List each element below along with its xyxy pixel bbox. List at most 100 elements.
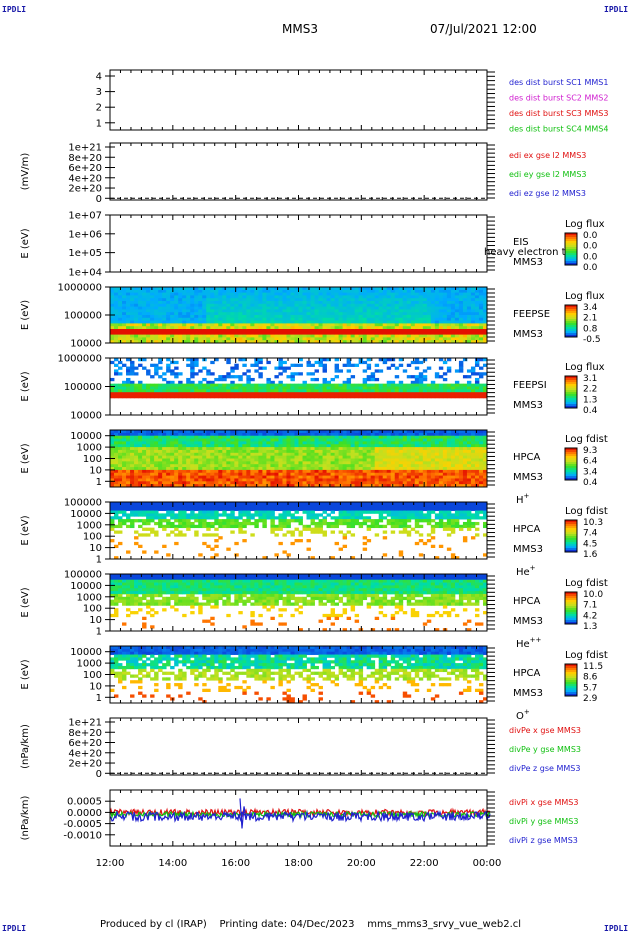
- spectrogram-cell: [226, 340, 231, 344]
- spectrogram-cell: [450, 478, 456, 482]
- spectrogram-cell: [110, 444, 115, 448]
- spectrogram-cell: [294, 455, 299, 459]
- spectrogram-cell: [122, 484, 127, 488]
- spectrogram-cell: [366, 461, 372, 465]
- spectrogram-cell: [274, 298, 279, 302]
- spectrogram-cell: [142, 469, 147, 474]
- spectrogram-cell: [434, 298, 440, 302]
- spectrogram-cell: [154, 312, 159, 316]
- spectrogram-cell: [446, 298, 452, 302]
- spectrogram-cell: [166, 312, 171, 316]
- spectrogram-cell: [414, 458, 420, 462]
- spectrogram-cell: [294, 287, 299, 291]
- spectrogram-cell: [322, 458, 327, 462]
- spectrogram-cell: [162, 292, 167, 296]
- spectrogram-cell: [178, 334, 183, 338]
- spectrogram-cell: [262, 295, 267, 299]
- spectrogram-cell: [362, 360, 368, 365]
- spectrogram-cell: [358, 326, 364, 330]
- spectrogram-cell: [402, 331, 408, 335]
- spectrogram-cell: [270, 447, 275, 451]
- spectrogram-cell: [450, 458, 456, 462]
- spectrogram-cell: [278, 366, 283, 370]
- spectrogram-cell: [354, 432, 360, 437]
- spectrogram-cell: [118, 320, 123, 324]
- spectrogram-cell: [242, 358, 247, 362]
- spectrogram-cell: [190, 472, 195, 476]
- spectrogram-cell: [446, 389, 452, 393]
- spectrogram-cell: [250, 455, 255, 459]
- spectrogram-cell: [122, 458, 127, 462]
- spectrogram-cell: [386, 478, 392, 482]
- spectrogram-cell: [302, 481, 307, 485]
- spectrogram-cell: [286, 467, 291, 471]
- spectrogram-cell: [146, 372, 151, 376]
- spectrogram-cell: [482, 320, 488, 324]
- spectrogram-cell: [386, 444, 392, 448]
- spectrogram-cell: [450, 289, 456, 293]
- spectrogram-cell: [326, 430, 331, 434]
- spectrogram-cell: [174, 317, 179, 321]
- spectrogram-cell: [286, 464, 291, 468]
- spectrogram-cell: [454, 458, 460, 462]
- spectrogram-cell: [234, 301, 239, 305]
- spectrogram-cell: [166, 455, 171, 459]
- spectrogram-cell: [174, 464, 179, 468]
- spectrogram-cell: [382, 386, 388, 390]
- spectrogram-cell: [370, 472, 376, 476]
- spectrogram-cell: [402, 441, 408, 445]
- spectrogram-cell: [146, 432, 151, 437]
- spectrogram-cell: [202, 435, 207, 439]
- spectrogram-cell: [406, 309, 412, 313]
- spectrogram-cell: [210, 472, 215, 476]
- spectrogram-cell: [342, 458, 348, 462]
- spectrogram-cell: [110, 315, 115, 319]
- spectrogram-cell: [414, 383, 420, 387]
- spectrogram-cell: [294, 484, 299, 488]
- spectrogram-cell: [114, 312, 119, 316]
- spectrogram-cell: [254, 444, 259, 448]
- spectrogram-cell: [422, 452, 428, 457]
- spectrogram-cell: [278, 464, 283, 468]
- spectrogram-cell: [242, 363, 247, 367]
- spectrogram-cell: [470, 312, 476, 316]
- spectrogram-cell: [426, 334, 432, 338]
- spectrogram-cell: [450, 389, 456, 393]
- spectrogram-cell: [418, 469, 424, 474]
- spectrogram-cell: [166, 298, 171, 302]
- spectrogram-cell: [478, 337, 484, 341]
- spectrogram-cell: [214, 444, 219, 448]
- spectrogram-cell: [190, 334, 195, 338]
- spectrogram-cell: [242, 464, 247, 468]
- spectrogram-cell: [282, 478, 287, 482]
- spectrogram-cell: [454, 478, 460, 482]
- spectrogram-cell: [214, 449, 219, 454]
- spectrogram-cell: [122, 392, 127, 396]
- spectrogram-cell: [362, 467, 368, 471]
- spectrogram-cell: [274, 464, 279, 468]
- spectrogram-cell: [318, 326, 323, 330]
- spectrogram-cell: [138, 323, 143, 327]
- spectrogram-cell: [234, 461, 239, 465]
- spectrogram-cell: [210, 323, 215, 327]
- spectrogram-cell: [350, 461, 356, 465]
- spectrogram-cell: [418, 464, 424, 468]
- spectrogram-cell: [330, 298, 335, 302]
- spectrogram-cell: [294, 363, 299, 367]
- spectrogram-cell: [470, 386, 476, 390]
- spectrogram-cell: [150, 449, 155, 454]
- spectrogram-cell: [266, 312, 271, 316]
- spectrogram-cell: [334, 386, 340, 390]
- spectrogram-cell: [142, 481, 147, 485]
- spectrogram-cell: [310, 295, 315, 299]
- spectrogram-cell: [366, 444, 372, 448]
- spectrogram-cell: [218, 329, 223, 333]
- spectrogram-cell: [306, 337, 311, 341]
- spectrogram-cell: [454, 340, 460, 344]
- spectrogram-cell: [170, 326, 175, 330]
- spectrogram-cell: [186, 377, 191, 382]
- spectrogram-cell: [442, 441, 448, 445]
- spectrogram-cell: [462, 430, 468, 434]
- spectrogram-cell: [154, 372, 159, 376]
- spectrogram-cell: [346, 306, 352, 310]
